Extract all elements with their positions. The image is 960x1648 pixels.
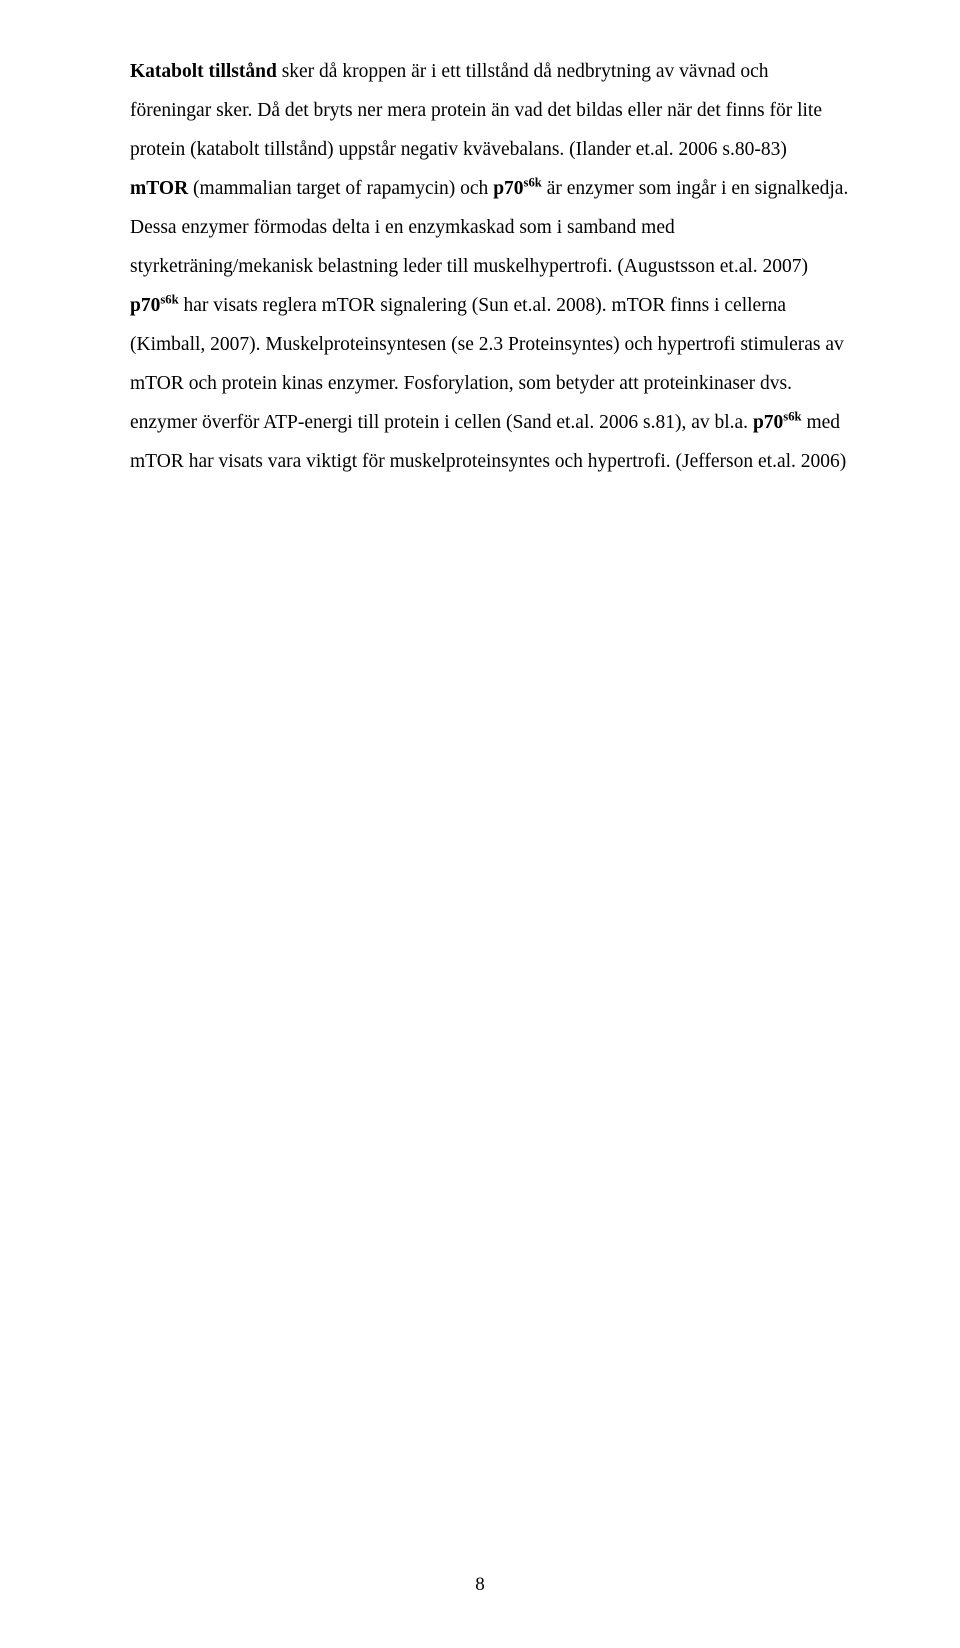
page-container: Katabolt tillstånd sker då kroppen är i … — [0, 0, 960, 1648]
mtor-text-3: har visats reglera mTOR signalering (Sun… — [130, 295, 844, 433]
term-katabolt-tillstand: Katabolt tillstånd — [130, 61, 277, 82]
term-p70-1: p70s6k — [493, 178, 542, 199]
p70-sup-3: s6k — [783, 410, 801, 424]
mtor-text-1: (mammalian target of rapamycin) och — [188, 178, 493, 199]
p70-base-3: p70 — [753, 412, 783, 433]
paragraph-mtor: mTOR (mammalian target of rapamycin) och… — [130, 169, 852, 481]
paragraph-katabolt: Katabolt tillstånd sker då kroppen är i … — [130, 52, 852, 169]
term-p70-2: p70s6k — [130, 295, 179, 316]
p70-base-2: p70 — [130, 295, 160, 316]
term-mtor: mTOR — [130, 178, 188, 199]
term-p70-3: p70s6k — [753, 412, 802, 433]
p70-sup-2: s6k — [160, 293, 178, 307]
p70-sup-1: s6k — [524, 176, 542, 190]
page-number: 8 — [0, 1574, 960, 1596]
p70-base-1: p70 — [493, 178, 523, 199]
body-text: Katabolt tillstånd sker då kroppen är i … — [130, 52, 852, 481]
